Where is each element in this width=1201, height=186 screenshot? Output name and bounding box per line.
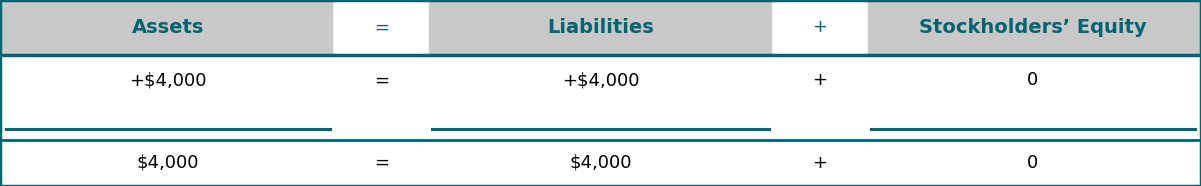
Bar (0, 55, 1201, 140)
Text: +$4,000: +$4,000 (130, 71, 207, 89)
Bar (775, 0, 865, 55)
Text: =: = (374, 71, 389, 89)
Text: +: + (812, 18, 827, 36)
Text: Stockholders’ Equity: Stockholders’ Equity (919, 18, 1147, 37)
Text: +: + (812, 71, 827, 89)
Text: $4,000: $4,000 (137, 154, 199, 172)
Bar (336, 0, 426, 55)
Text: Liabilities: Liabilities (548, 18, 653, 37)
Text: =: = (374, 18, 389, 36)
Text: =: = (374, 154, 389, 172)
Text: +: + (812, 154, 827, 172)
Text: 0: 0 (1027, 71, 1039, 89)
Text: +$4,000: +$4,000 (562, 71, 639, 89)
Text: $4,000: $4,000 (569, 154, 632, 172)
Bar (0, 0, 1201, 55)
Bar (0, 140, 1201, 186)
Text: 0: 0 (1027, 154, 1039, 172)
Text: Assets: Assets (132, 18, 204, 37)
